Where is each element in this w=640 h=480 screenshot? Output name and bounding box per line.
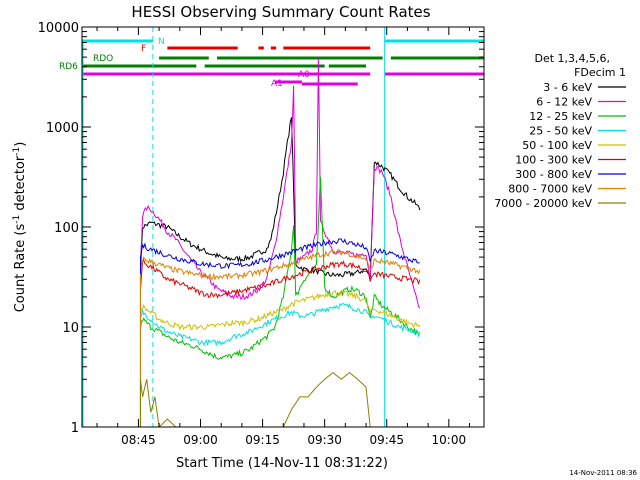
flag-label: RDO bbox=[93, 54, 113, 64]
x-tick-label: 09:00 bbox=[183, 433, 218, 447]
x-tick-label: 10:00 bbox=[432, 433, 467, 447]
y-tick-label: 10 bbox=[62, 321, 79, 336]
x-axis-label: Start Time (14-Nov-11 08:31:22) bbox=[176, 456, 388, 471]
flag-label: F bbox=[141, 44, 146, 54]
legend-label: 12 - 25 keV bbox=[529, 110, 592, 123]
series-line-7 bbox=[140, 248, 421, 281]
x-tick-label: 09:45 bbox=[369, 433, 404, 447]
legend-label: 100 - 300 keV bbox=[515, 154, 592, 167]
series-line-0 bbox=[140, 117, 421, 281]
series-line-2 bbox=[140, 176, 421, 360]
y-axis-label-end: ) bbox=[13, 142, 28, 147]
observing-flags: N F RDO RD6 A1 A0 bbox=[59, 37, 484, 89]
legend-label: 300 - 800 keV bbox=[515, 168, 592, 181]
saa-markers bbox=[82, 27, 484, 427]
legend-header-1: Det 1,3,4,5,6, bbox=[534, 52, 610, 65]
flag-label: A0 bbox=[298, 70, 310, 80]
y-axis-label-mid: detector bbox=[13, 155, 28, 215]
flag-label: RD6 bbox=[59, 62, 78, 72]
y-axis-label-main: Count Rate (s bbox=[13, 224, 28, 313]
legend-label: 50 - 100 keV bbox=[522, 139, 592, 152]
legend-label: 3 - 6 keV bbox=[543, 81, 592, 94]
y-axis-label-sup2: -1 bbox=[12, 147, 22, 156]
y-axis-label-sup1: -1 bbox=[12, 215, 22, 224]
series-lines bbox=[139, 58, 421, 427]
series-line-3 bbox=[140, 302, 421, 347]
x-tick-label: 09:30 bbox=[307, 433, 342, 447]
y-axis-label: Count Rate (s-1 detector-1) bbox=[12, 142, 28, 313]
legend-label: 6 - 12 keV bbox=[536, 96, 592, 109]
y-tick-label: 10000 bbox=[38, 21, 79, 36]
flag-label: N bbox=[158, 37, 165, 47]
flag-label: A1 bbox=[271, 79, 283, 89]
legend-label: 25 - 50 keV bbox=[529, 125, 592, 138]
legend: Det 1,3,4,5,6, FDecim 1 3 - 6 keV 6 - 12 … bbox=[494, 52, 626, 210]
y-tick-label: 1000 bbox=[46, 121, 79, 136]
series-line-4 bbox=[140, 289, 421, 332]
series-line-5 bbox=[140, 258, 421, 299]
x-tick-label: 09:15 bbox=[245, 433, 280, 447]
x-axis: 08:45 09:00 09:15 09:30 09:45 10:00 bbox=[96, 27, 471, 447]
legend-label: 800 - 7000 keV bbox=[508, 183, 592, 196]
x-tick-label: 08:45 bbox=[121, 433, 156, 447]
legend-label: 7000 - 20000 keV bbox=[494, 197, 592, 210]
y-tick-label: 100 bbox=[54, 221, 79, 236]
timestamp: 14-Nov-2011 08:36 bbox=[569, 469, 637, 477]
legend-header-2: FDecim 1 bbox=[574, 66, 626, 79]
series-line-8 bbox=[140, 371, 371, 427]
series-line-1 bbox=[140, 58, 421, 309]
chart-title: HESSI Observing Summary Count Rates bbox=[131, 3, 430, 21]
series-line-6 bbox=[140, 238, 420, 270]
y-axis: 1 10 100 1000 10000 bbox=[38, 21, 484, 436]
y-tick-label: 1 bbox=[71, 421, 79, 436]
